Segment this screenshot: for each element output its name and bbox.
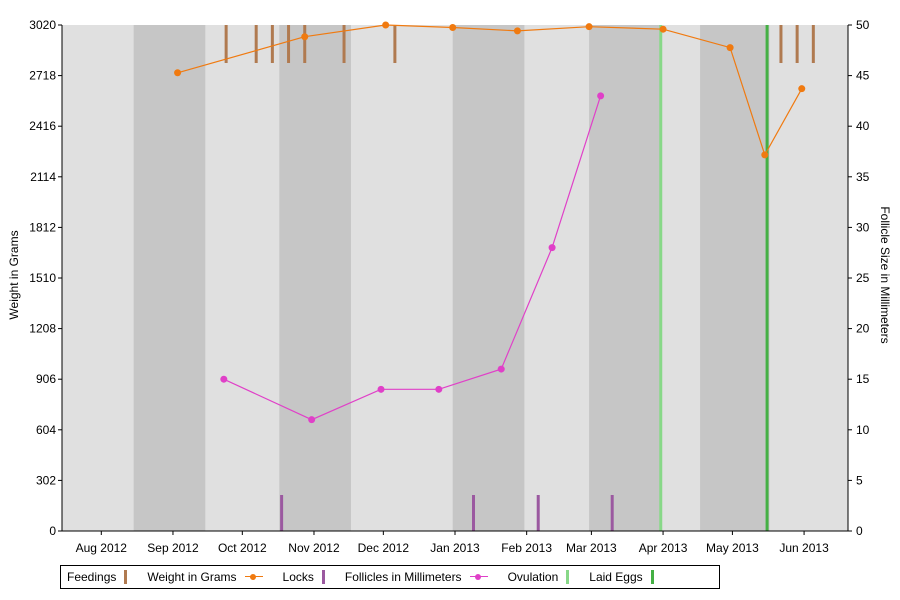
legend-item-ovulation: Ovulation (508, 570, 570, 584)
y-right-tick-label: 10 (856, 423, 870, 437)
weight-in-grams-point (513, 27, 521, 35)
legend-item-weight: Weight in Grams (147, 570, 263, 584)
legend-swatch-locks (321, 570, 325, 584)
legend-swatch-feedings (124, 570, 128, 584)
y-left-tick-label: 1208 (29, 322, 56, 336)
x-tick-label: Mar 2013 (566, 541, 617, 555)
legend-item-locks: Locks (283, 570, 325, 584)
shaded-band (452, 25, 525, 531)
shaded-band (279, 25, 351, 531)
shaded-bands (133, 25, 770, 531)
weight-in-grams-point (174, 69, 182, 77)
x-tick-label: May 2013 (706, 541, 759, 555)
shaded-band (700, 25, 770, 531)
weight-in-grams-line (177, 24, 803, 157)
legend-label-ovulation: Ovulation (507, 570, 559, 584)
data-lines (174, 21, 806, 424)
weight-in-grams-point (382, 21, 390, 29)
legend-item-feedings: Feedings (67, 570, 128, 584)
y-right-tick-label: 5 (856, 473, 863, 487)
x-tick-label: Jan 2013 (430, 541, 480, 555)
legend-swatch-ovulation (566, 570, 570, 584)
legend-label-follicles: Follicles in Millimeters (344, 570, 462, 584)
axes: 0302604906120815101812211424162718302005… (29, 18, 869, 555)
y-left-tick-label: 906 (36, 372, 56, 386)
x-tick-label: Jun 2013 (779, 541, 829, 555)
y-right-tick-label: 45 (856, 69, 870, 83)
weight-in-grams-point (726, 44, 734, 52)
legend-item-follicles: Follicles in Millimeters (345, 570, 488, 584)
x-tick-label: Sep 2012 (147, 541, 199, 555)
event-markers (224, 25, 815, 531)
follicles-in-millimeters-point (497, 365, 505, 373)
weight-in-grams-point (659, 25, 667, 33)
legend-label-weight: Weight in Grams (147, 570, 237, 584)
y-left-tick-label: 2718 (29, 69, 56, 83)
y-left-tick-label: 604 (36, 423, 56, 437)
y-left-tick-label: 3020 (29, 18, 56, 32)
weight-in-grams-point (449, 24, 457, 32)
legend-label-locks: Locks (282, 570, 314, 584)
follicles-in-millimeters-point (220, 375, 228, 383)
follicles-in-millimeters-point (597, 92, 605, 100)
x-tick-label: Aug 2012 (76, 541, 128, 555)
x-tick-label: Apr 2013 (639, 541, 688, 555)
legend-swatch-follicles (469, 572, 488, 582)
weight-in-grams-point (798, 85, 806, 93)
y-left-tick-label: 1510 (29, 271, 56, 285)
y-right-tick-label: 20 (856, 322, 870, 336)
follicles-in-millimeters-point (548, 244, 556, 252)
shaded-band (133, 25, 206, 531)
y-right-tick-label: 25 (856, 271, 870, 285)
legend-swatch-weight (244, 572, 263, 582)
legend-label-laid-eggs: Laid Eggs (589, 570, 643, 584)
y-axis-right-title: Follicle Size in Millimeters (878, 206, 892, 343)
y-right-tick-label: 15 (856, 372, 870, 386)
follicles-in-millimeters-point (308, 416, 316, 424)
legend-item-laid-eggs: Laid Eggs (589, 570, 654, 584)
follicles-in-millimeters-point (435, 385, 443, 393)
y-right-tick-label: 0 (856, 524, 863, 538)
x-tick-label: Oct 2012 (218, 541, 267, 555)
weight-in-grams-point (301, 33, 309, 41)
y-right-tick-label: 30 (856, 220, 870, 234)
y-right-tick-label: 40 (856, 119, 870, 133)
y-left-tick-label: 2114 (30, 170, 56, 184)
y-left-tick-label: 0 (49, 524, 56, 538)
weight-in-grams-point (761, 151, 769, 159)
legend-label-feedings: Feedings (67, 570, 117, 584)
y-axis-left-title: Weight in Grams (7, 230, 21, 319)
x-tick-label: Feb 2013 (501, 541, 552, 555)
shaded-band (589, 25, 661, 531)
legend: Feedings Weight in Grams Locks Follicles… (60, 565, 720, 589)
y-left-tick-label: 1812 (29, 220, 56, 234)
follicles-in-millimeters-point (377, 385, 385, 393)
y-left-tick-label: 302 (36, 473, 56, 487)
weight-in-grams-point (585, 23, 593, 31)
x-tick-label: Nov 2012 (288, 541, 340, 555)
legend-swatch-laid-eggs (650, 570, 654, 584)
x-tick-label: Dec 2012 (358, 541, 410, 555)
y-left-tick-label: 2416 (29, 119, 56, 133)
y-right-tick-label: 50 (856, 18, 870, 32)
y-right-tick-label: 35 (856, 170, 870, 184)
